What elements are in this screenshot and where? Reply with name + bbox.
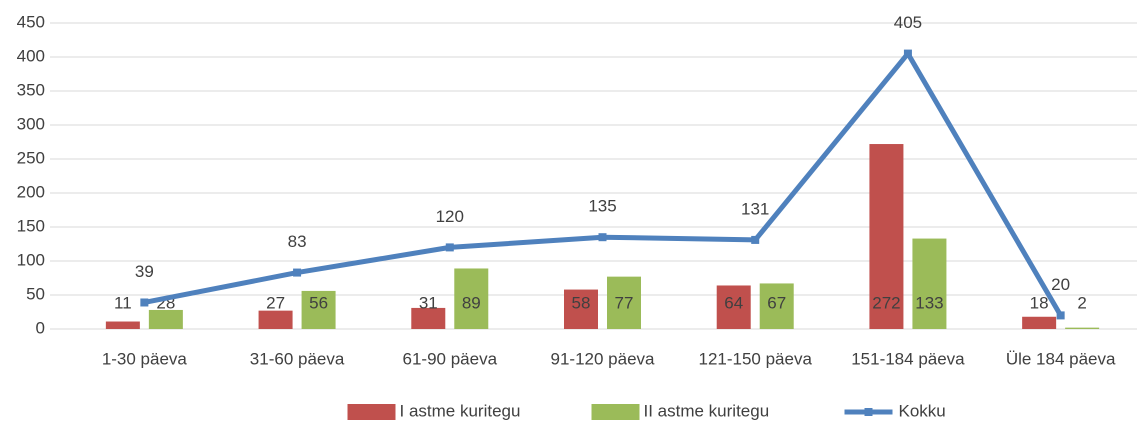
bar-value-label: 11 (114, 293, 132, 312)
bar (454, 268, 489, 329)
bar (716, 285, 751, 329)
legend-marker (864, 408, 873, 416)
y-tick-label: 0 (36, 318, 45, 337)
bar (869, 144, 904, 329)
y-tick-label: 250 (17, 148, 45, 167)
bar-value-label: 89 (462, 293, 481, 312)
bar-value-label: 58 (572, 293, 591, 312)
bar (759, 283, 794, 329)
x-tick-label: Üle 184 päeva (1006, 349, 1116, 368)
bar (607, 276, 641, 329)
y-tick-label: 100 (17, 250, 45, 269)
bar-value-label: 2 (1077, 293, 1086, 312)
x-tick-label: 121-150 päeva (698, 349, 812, 368)
bar (564, 289, 598, 329)
bar-value-label: 31 (419, 293, 438, 312)
x-tick-label: 91-120 päeva (551, 349, 656, 368)
line-value-label: 135 (588, 197, 616, 216)
x-tick-label: 151-184 päeva (851, 349, 965, 368)
bar-value-label: 133 (915, 293, 943, 312)
bar-value-label: 56 (309, 293, 328, 312)
bar (258, 310, 293, 329)
legend-label: II astme kuritegu (644, 401, 770, 420)
bar-value-label: 64 (724, 293, 743, 312)
bar (148, 309, 183, 329)
line-value-label: 405 (894, 13, 922, 32)
legend-swatch (591, 404, 640, 420)
y-tick-label: 150 (17, 216, 45, 235)
y-tick-label: 450 (17, 12, 45, 31)
line-marker (1056, 311, 1065, 320)
x-tick-label: 31-60 päeva (250, 349, 345, 368)
bar (301, 290, 336, 329)
line-marker (140, 298, 149, 307)
legend-label: I astme kuritegu (400, 401, 521, 420)
bar (411, 307, 446, 329)
line-value-label: 120 (436, 207, 464, 226)
line-value-label: 83 (288, 232, 307, 251)
bar-value-label: 77 (615, 293, 634, 312)
bar (912, 238, 947, 329)
line-value-label: 131 (741, 199, 769, 218)
bar (105, 321, 140, 329)
bar-value-label: 272 (872, 293, 900, 312)
line-marker (903, 49, 912, 58)
x-tick-label: 1-30 päeva (102, 349, 188, 368)
bar-value-label: 27 (266, 293, 285, 312)
x-tick-label: 61-90 päeva (403, 349, 498, 368)
line-marker (598, 233, 607, 242)
line-value-label: 39 (135, 262, 154, 281)
line-marker (751, 235, 760, 244)
legend-swatch (347, 404, 396, 420)
y-tick-label: 300 (17, 114, 45, 133)
bar (1065, 327, 1100, 329)
line-marker (293, 268, 302, 277)
line-value-label: 20 (1051, 275, 1070, 294)
legend-label: Kokku (899, 401, 946, 420)
y-tick-label: 200 (17, 182, 45, 201)
y-tick-label: 400 (17, 46, 45, 65)
y-tick-label: 350 (17, 80, 45, 99)
line-marker (445, 243, 454, 252)
bar-value-label: 18 (1030, 293, 1049, 312)
y-tick-label: 50 (26, 284, 45, 303)
bar (1022, 316, 1057, 329)
bar-value-label: 67 (767, 293, 786, 312)
